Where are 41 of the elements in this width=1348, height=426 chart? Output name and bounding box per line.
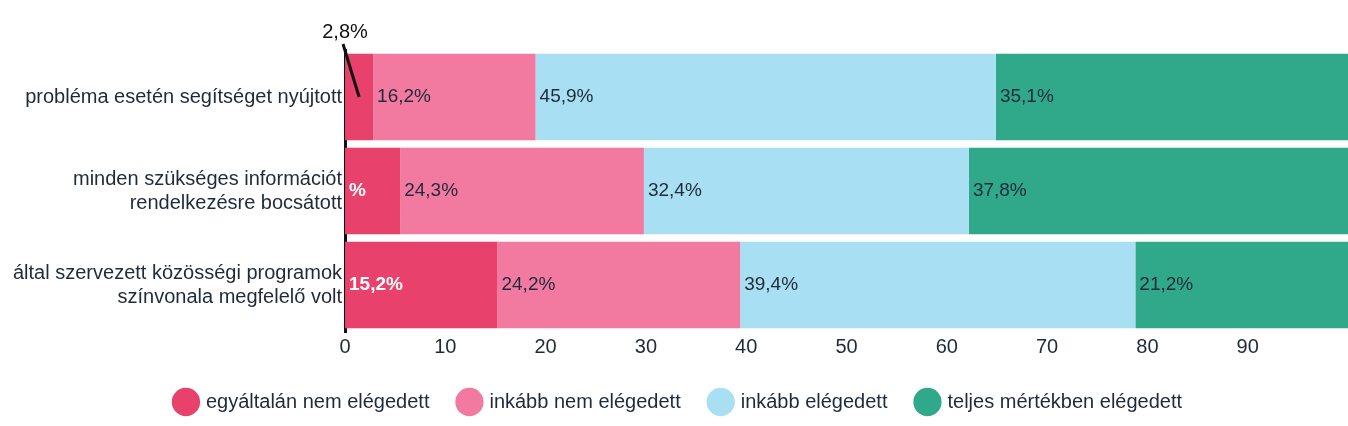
x-tick-label: 90 (1236, 334, 1259, 357)
legend-label: inkább elégedett (740, 389, 888, 412)
x-tick-label: 0 (339, 334, 351, 357)
data-label: % (349, 179, 367, 201)
bar (400, 147, 644, 235)
annotation: 2,8% (322, 19, 369, 42)
bar (995, 53, 1348, 141)
y-tick-label: probléma esetén segítséget nyújtott (25, 84, 343, 107)
bar (345, 241, 498, 329)
data-label: 24,3% (404, 179, 459, 201)
data-label: 39,4% (744, 273, 799, 295)
bar (345, 147, 401, 235)
legend-label: egyáltalán nem elégedett (205, 389, 430, 412)
bar (643, 147, 969, 235)
data-label: 45,9% (539, 85, 594, 107)
x-tick-label: 50 (835, 334, 858, 357)
x-tick-label: 70 (1035, 334, 1059, 357)
x-tick-label: 80 (1136, 334, 1159, 357)
bar (968, 147, 1348, 235)
bar (740, 241, 1136, 329)
data-label: 24,2% (501, 273, 556, 295)
x-tick-label: 10 (434, 334, 457, 357)
data-label: 35,1% (999, 85, 1054, 107)
bar (535, 53, 996, 141)
x-tick-label: 30 (634, 334, 658, 357)
data-label: 37,8% (972, 179, 1027, 201)
data-label: 21,2% (1139, 273, 1194, 295)
legend-label: teljes mértékben elégedett (947, 389, 1183, 412)
data-label: 16,2% (377, 85, 432, 107)
data-label: 32,4% (647, 179, 702, 201)
x-tick-label: 40 (735, 334, 758, 357)
bar (345, 53, 374, 141)
legend-label: inkább nem elégedett (489, 389, 682, 412)
bar (373, 53, 536, 141)
bar (1135, 241, 1348, 329)
y-tick-label: minden szükséges információt rendelkezésre bocsátott (73, 166, 343, 213)
x-tick-label: 20 (534, 334, 557, 357)
y-tick-label: által szervezett közösségi programok színvonala megfelelő volt (12, 260, 344, 307)
bar (497, 241, 741, 329)
x-tick-label: 60 (935, 334, 958, 357)
data-label: 15,2% (349, 273, 404, 295)
